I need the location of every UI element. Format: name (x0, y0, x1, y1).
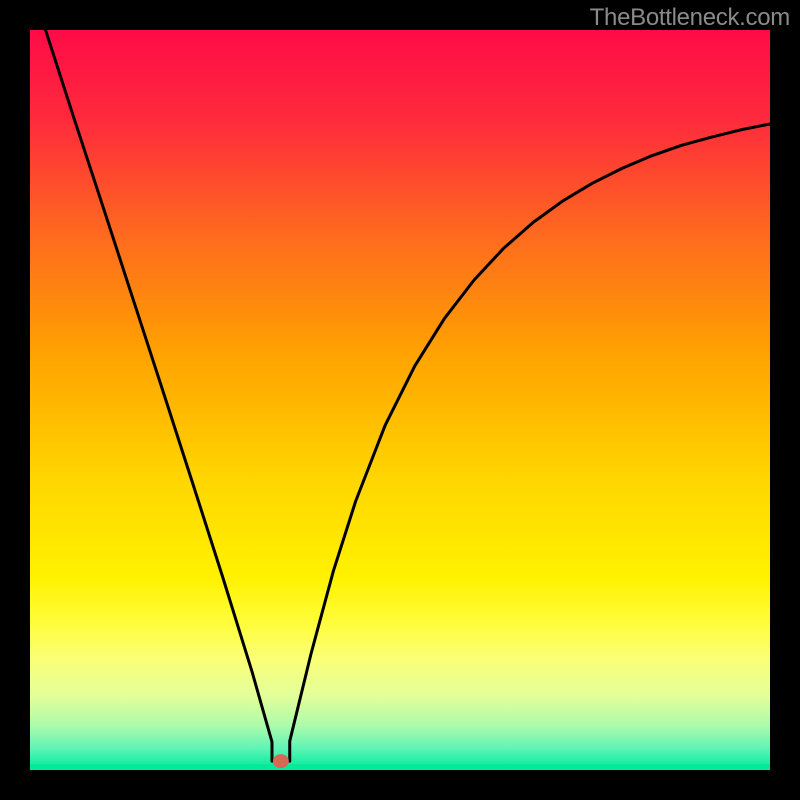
watermark-text: TheBottleneck.com (590, 4, 790, 32)
plot-area (30, 30, 770, 770)
chart-container: TheBottleneck.com (0, 0, 800, 800)
optimum-marker (273, 754, 289, 768)
bottleneck-chart (0, 0, 800, 800)
